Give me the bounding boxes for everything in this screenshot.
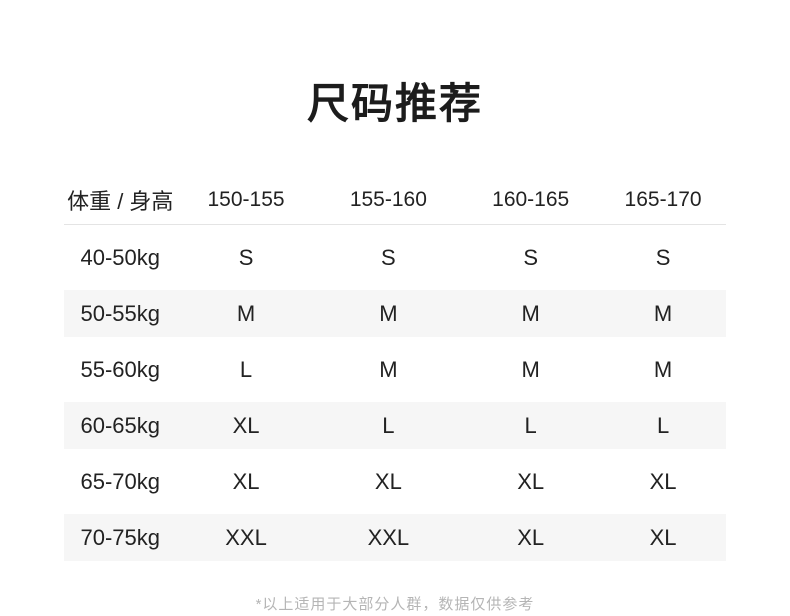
size-cell: L [239,356,253,382]
header-height-160-165: 160-165 [492,188,570,211]
size-cell: XXL [367,524,410,550]
size-cell: M [379,300,398,326]
size-cell: M [521,300,540,326]
size-cell: L [382,412,395,438]
table-header-row: 体重 / 身高 150-155 155-160 160-165 165-170 [64,176,726,225]
size-cell: XXL [225,524,267,550]
row-label: 60-65kg [80,412,161,438]
header-height-150-155: 150-155 [207,188,285,211]
size-cell: XL [649,524,677,550]
table-row: 40-50kg S S S S [64,234,726,281]
size-cell: S [238,244,254,270]
size-cell: L [524,412,537,438]
size-cell: XL [517,524,545,550]
size-cell: XL [232,412,260,438]
size-cell: L [656,412,670,438]
row-label: 55-60kg [80,356,161,382]
size-cell: M [379,356,398,382]
size-cell: XL [649,468,677,494]
table-body: 40-50kg S S S S 50-55kg M M M M 55-60kg … [64,234,726,561]
page-title: 尺码推荐 [306,80,483,127]
size-cell: XL [374,468,402,494]
table-row: 60-65kg XL L L L [64,402,726,449]
row-label: 70-75kg [80,524,161,550]
row-label: 65-70kg [80,468,161,494]
size-cell: S [655,244,671,270]
size-cell: M [653,356,673,382]
table-row: 50-55kg M M M M [64,290,726,337]
table-row: 65-70kg XL XL XL XL [64,458,726,505]
size-cell: XL [517,468,545,494]
size-cell: S [381,244,396,270]
size-cell: XL [232,468,260,494]
header-height-165-170: 165-170 [624,188,702,211]
footnote: *以上适用于大部分人群，数据仅供参考 [255,596,535,613]
size-cell: M [236,300,256,326]
table-row: 70-75kg XXL XXL XL XL [64,514,726,561]
size-cell: M [521,356,540,382]
row-label: 50-55kg [80,300,161,326]
size-table: 体重 / 身高 150-155 155-160 160-165 165-170 … [64,176,726,561]
table-row: 55-60kg L M M M [64,346,726,393]
header-height-155-160: 155-160 [349,188,427,211]
header-weight-height: 体重 / 身高 [67,189,174,214]
size-cell: S [523,244,539,270]
size-cell: M [653,300,673,326]
row-label: 40-50kg [80,244,161,270]
